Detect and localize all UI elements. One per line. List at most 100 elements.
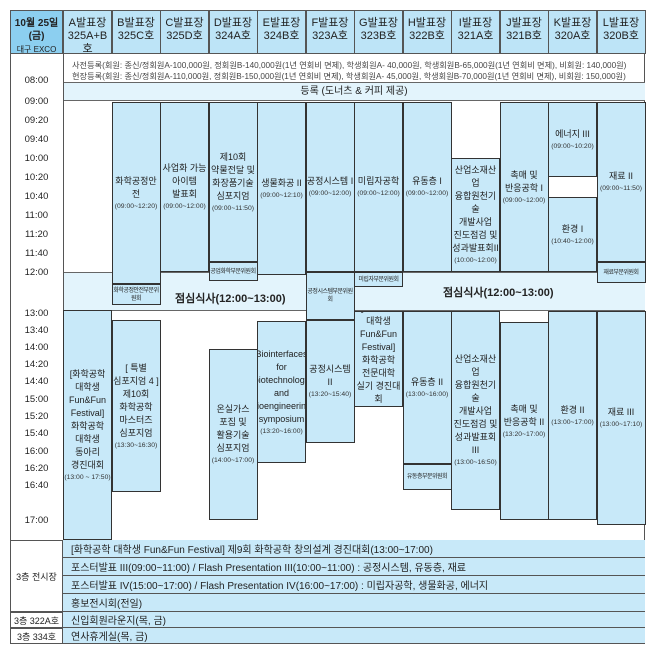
session-block-h1[interactable]: 유동층 I (09:00~12:00) bbox=[402, 102, 452, 272]
room-name: J발표장 bbox=[506, 17, 542, 29]
session-time: (10:40~12:00) bbox=[551, 237, 594, 245]
session-title: 재료 II bbox=[608, 171, 634, 181]
time-label: 15:00 bbox=[24, 394, 49, 405]
time-label: 14:40 bbox=[24, 376, 49, 387]
session-block-j2[interactable]: 촉매 및 반응공학 II (13:20~17:00) bbox=[499, 322, 549, 520]
room-label: 3층 322A호 bbox=[10, 612, 63, 628]
session-title: 유동층부문위원회 bbox=[406, 474, 448, 480]
session-time: (13:00~16:50) bbox=[454, 459, 497, 466]
time-label: 10:20 bbox=[24, 172, 49, 183]
session-title: 공정시스템부문위원회 bbox=[307, 289, 353, 303]
session-time: (13:30~16:30) bbox=[114, 441, 158, 449]
room-number: 324A호 bbox=[215, 30, 251, 42]
room-number: 321A호 bbox=[457, 30, 494, 42]
room-name: K발표장 bbox=[553, 17, 592, 29]
session-block-k1[interactable]: 에너지 III (09:00~10:20) bbox=[548, 102, 597, 177]
session-block-d2[interactable]: 온실가스 포집 및 활용기술 심포지엄 (14:00~17:00) bbox=[208, 349, 258, 520]
session-time: (09:00~12:10) bbox=[260, 191, 303, 199]
session-block-h2s[interactable]: 유동층부문위원회 bbox=[402, 464, 452, 490]
time-label: 10:40 bbox=[24, 191, 49, 202]
session-block-f1[interactable]: 공정시스템 I (09:00~12:00) bbox=[305, 102, 355, 272]
session-block-k2[interactable]: 환경 I (10:40~12:00) bbox=[548, 197, 597, 272]
date: 10월 25일(금) bbox=[14, 18, 59, 42]
session-block-b1[interactable]: 화학공정안전 (09:00~12:20) bbox=[111, 102, 161, 284]
session-block-h2[interactable]: 유동층 II (13:00~16:00) bbox=[402, 311, 452, 464]
session-block-b1s[interactable]: 화학공정안전부문위원회 bbox=[111, 284, 161, 305]
exhibit-row: 포스터발표 III(09:00~11:00) / Flash Presentat… bbox=[63, 558, 645, 576]
time-label: 09:40 bbox=[24, 134, 49, 145]
session-time: (09:00~10:20) bbox=[551, 142, 594, 150]
session-block-c1[interactable]: 사업화 가능 아이템 발표회 (09:00~12:00) bbox=[160, 102, 209, 272]
session-block-k3[interactable]: 환경 II (13:00~17:00) bbox=[548, 311, 597, 520]
session-title: 미립자공학 bbox=[357, 176, 400, 186]
room-name: A발표장 bbox=[68, 17, 107, 29]
session-title: 유동층 II bbox=[410, 376, 444, 387]
room-number: 323B호 bbox=[360, 30, 397, 42]
session-title: 공업화학부문위원회 bbox=[210, 268, 256, 275]
time-label: 14:00 bbox=[24, 342, 49, 353]
session-time: (09:00~12:20) bbox=[114, 202, 158, 210]
session-block-g2[interactable]: [화학공학 대학생 Fun&Fun Festival] 화학공학 전문대학 실기… bbox=[354, 311, 403, 407]
session-block-d1[interactable]: 제10회 약물전달 및 화장품기술 심포지엄 (09:00~11:50) bbox=[208, 102, 258, 262]
session-title: [화학공학 대학생 Fun&Fun Festival] 화학공학 대학생 동아리… bbox=[68, 368, 107, 470]
session-block-g1[interactable]: 미립자공학 (09:00~12:00) bbox=[354, 102, 403, 272]
room-number: 322B호 bbox=[409, 30, 445, 42]
session-title: 재료 III bbox=[607, 407, 635, 417]
session-block-a2[interactable]: [화학공학 대학생 Fun&Fun Festival] 화학공학 대학생 동아리… bbox=[63, 310, 112, 540]
time-label: 16:00 bbox=[24, 446, 49, 457]
session-block-l2[interactable]: 재료 III (13:00~17:10) bbox=[596, 311, 646, 525]
session-block-l1[interactable]: 재료 II (09:00~11:50) bbox=[596, 102, 646, 262]
session-time: (09:00~12:00) bbox=[308, 190, 352, 197]
session-block-b2[interactable]: [ 특별 심포지엄 4 ] 제10회 화학공학 마스터즈 심포지엄 (13:30~… bbox=[111, 320, 161, 492]
time-label: 13:00 bbox=[24, 308, 49, 319]
session-block-f2[interactable]: 공정시스템 II (13:20~15:40) bbox=[305, 320, 355, 443]
time-label: 17:00 bbox=[24, 515, 49, 526]
room-header: K발표장 320A호 bbox=[548, 10, 597, 54]
time-label: 09:20 bbox=[24, 115, 49, 126]
time-label: 11:00 bbox=[24, 210, 49, 221]
time-label: 13:40 bbox=[24, 325, 49, 336]
session-block-e1[interactable]: 생물화공 II (09:00~12:10) bbox=[257, 102, 306, 275]
room-name: G발표장 bbox=[359, 17, 398, 29]
time-divider bbox=[63, 53, 64, 540]
session-time: (09:00~12:00) bbox=[405, 190, 449, 197]
session-block-g1s[interactable]: 미립자부문위원회 bbox=[354, 272, 403, 287]
exhibit-row: 포스터발표 IV(15:00~17:00) / Flash Presentati… bbox=[63, 576, 645, 594]
venue: 대구 EXCO bbox=[16, 45, 57, 54]
session-block-i2[interactable]: 산업소재산업 융합원천기술 개발사업 진도점검 및 성과발표회III (13:00… bbox=[451, 311, 500, 510]
time-label: 16:20 bbox=[24, 463, 49, 474]
session-title: 산업소재산업 융합원천기술 개발사업 진도점검 및 성과발표회II bbox=[452, 165, 499, 253]
session-time: (13:00 ~ 17:50) bbox=[64, 473, 111, 481]
session-time: (13:00~15:00) bbox=[357, 406, 400, 407]
session-time: (09:00~12:00) bbox=[357, 190, 400, 197]
session-title: 촉매 및 반응공학 II bbox=[503, 403, 545, 427]
session-block-d1s[interactable]: 공업화학부문위원회 bbox=[208, 262, 258, 281]
session-block-f1s[interactable]: 공정시스템부문위원회 bbox=[305, 272, 355, 320]
time-label: 11:20 bbox=[24, 229, 49, 240]
time-label: 16:40 bbox=[24, 480, 49, 491]
session-title: 환경 I bbox=[561, 223, 584, 234]
room-number: 325C호 bbox=[117, 30, 155, 42]
session-time: (13:00~17:00) bbox=[551, 418, 594, 426]
session-block-e2[interactable]: Biointerfaces for biotechnology and bioe… bbox=[257, 321, 306, 463]
room-name: B발표장 bbox=[117, 17, 155, 29]
room-header: E발표장 324B호 bbox=[257, 10, 306, 54]
session-title: 생물화공 II bbox=[261, 177, 302, 188]
room-name: L발표장 bbox=[602, 17, 640, 29]
session-block-i1[interactable]: 산업소재산업 융합원천기술 개발사업 진도점검 및 성과발표회II (10:00~… bbox=[451, 158, 500, 272]
room-header: D발표장 324A호 bbox=[208, 10, 258, 54]
session-title: 온실가스 포집 및 활용기술 심포지엄 bbox=[216, 404, 250, 453]
session-time: (09:00~12:00) bbox=[502, 196, 546, 204]
session-title: 미립자부문위원회 bbox=[358, 276, 399, 283]
room-name: I발표장 bbox=[458, 17, 493, 29]
time-label: 12:00 bbox=[24, 267, 49, 278]
session-time: (13:00~16:00) bbox=[405, 390, 449, 398]
room-label: 3층 334호 bbox=[10, 628, 63, 644]
session-title: 화학공정안전 bbox=[115, 175, 157, 199]
session-block-l1s[interactable]: 재료부문위원회 bbox=[596, 262, 646, 283]
session-time: (10:00~12:00) bbox=[454, 257, 497, 264]
session-title: 재료부문위원회 bbox=[603, 269, 639, 276]
session-block-j1[interactable]: 촉매 및 반응공학 I (09:00~12:00) bbox=[499, 102, 549, 272]
room-header: C발표장 325D호 bbox=[160, 10, 209, 54]
time-label: 09:00 bbox=[24, 96, 49, 107]
